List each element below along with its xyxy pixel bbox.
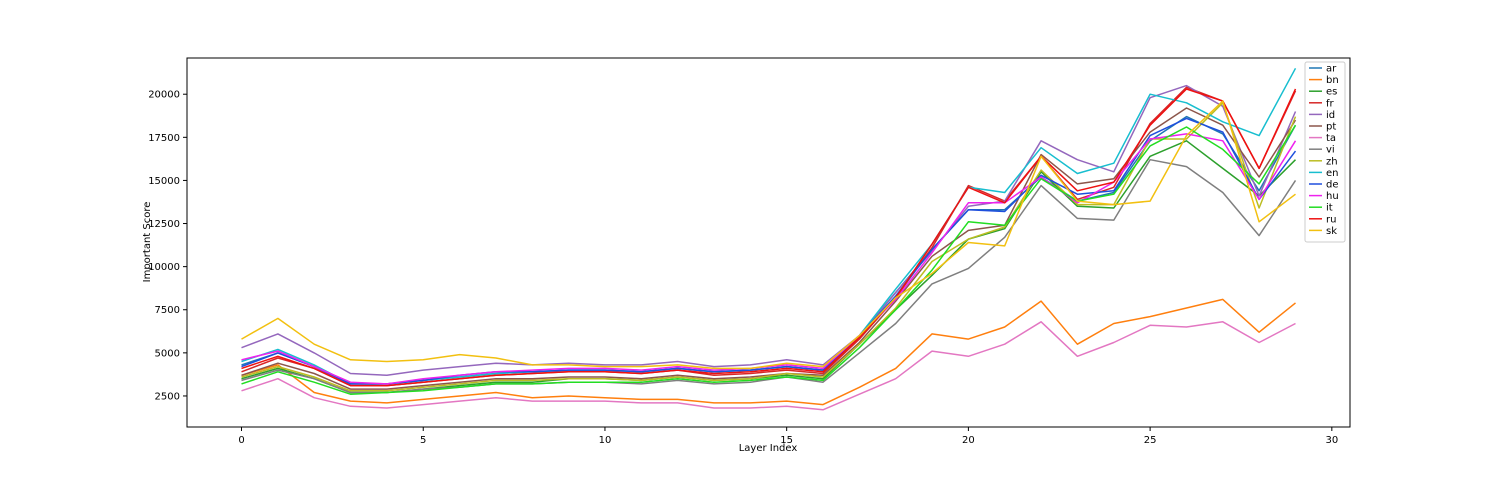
x-tick-label: 20 xyxy=(962,435,975,446)
x-tick-label: 30 xyxy=(1325,435,1338,446)
y-tick-label: 2500 xyxy=(155,391,180,402)
legend-label-sk: sk xyxy=(1326,226,1337,237)
legend-label-ru: ru xyxy=(1326,214,1336,225)
legend-label-zh: zh xyxy=(1326,156,1338,167)
legend-label-bn: bn xyxy=(1326,75,1339,86)
y-tick-label: 20000 xyxy=(148,90,180,101)
series-line-ru xyxy=(241,88,1297,387)
series-line-pt xyxy=(241,107,1297,390)
y-tick-label: 7500 xyxy=(155,305,180,316)
series-line-de xyxy=(241,117,1297,385)
series-line-ta xyxy=(241,321,1296,411)
y-axis-label: Important Score xyxy=(142,202,153,283)
legend-label-ta: ta xyxy=(1326,133,1336,144)
x-axis: 0 5 10 15 20 25 30 xyxy=(238,427,1338,446)
legend-label-hu: hu xyxy=(1326,191,1339,202)
legend-box xyxy=(1304,61,1346,243)
legend-label-es: es xyxy=(1326,87,1337,98)
legend-label-fr: fr xyxy=(1326,98,1335,109)
plot-frame xyxy=(186,57,1351,428)
legend-label-id: id xyxy=(1326,110,1335,121)
y-tick-label: 17500 xyxy=(148,133,180,144)
legend-label-pt: pt xyxy=(1326,122,1336,133)
y-tick-label: 10000 xyxy=(148,262,180,273)
y-tick-label: 15000 xyxy=(148,176,180,187)
x-axis-label: Layer Index xyxy=(739,443,798,454)
series-line-bn xyxy=(241,298,1296,406)
series-line-zh xyxy=(241,102,1297,392)
x-tick-label: 15 xyxy=(780,435,793,446)
legend-label-de: de xyxy=(1326,180,1339,191)
series-layer xyxy=(241,67,1297,411)
x-tick-label: 25 xyxy=(1144,435,1157,446)
y-axis: 2500 5000 7500 10000 12500 15000 17500 20000 xyxy=(148,90,187,402)
legend-label-it: it xyxy=(1326,203,1333,214)
x-tick-label: 5 xyxy=(420,435,426,446)
legend-label-ar: ar xyxy=(1326,64,1337,75)
series-line-id xyxy=(241,84,1297,377)
series-line-it xyxy=(241,124,1297,395)
x-tick-label: 10 xyxy=(599,435,612,446)
series-line-vi xyxy=(241,158,1297,394)
y-tick-label: 5000 xyxy=(155,348,180,359)
series-line-sk xyxy=(241,100,1296,370)
y-tick-label: 12500 xyxy=(148,219,180,230)
x-tick-label: 0 xyxy=(238,435,244,446)
legend-label-en: en xyxy=(1326,168,1339,179)
legend-label-vi: vi xyxy=(1326,145,1335,156)
series-line-hu xyxy=(241,133,1297,385)
